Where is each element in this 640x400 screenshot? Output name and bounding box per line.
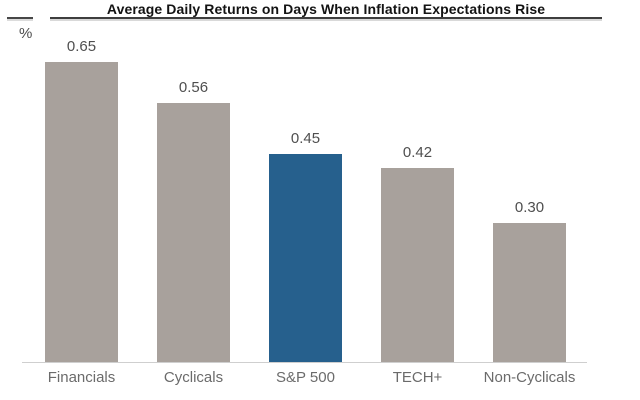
value-label: 0.42 [402,144,433,161]
chart-title: Average Daily Returns on Days When Infla… [106,1,546,17]
bar-group-sp500: 0.45 S&P 500 [269,0,342,385]
category-label-cyclicals: Cyclicals [163,369,224,386]
bar-group-tech-plus: 0.42 TECH+ [381,0,454,385]
title-underline [50,17,602,19]
category-label-financials: Financials [47,369,116,386]
top-left-dash [7,17,33,19]
bar-sp500 [269,154,342,362]
category-label-non-cyclicals: Non-Cyclicals [483,369,576,386]
bar-financials [45,62,118,362]
value-label: 0.56 [178,79,209,96]
category-label-sp500: S&P 500 [276,369,335,386]
value-label: 0.45 [290,130,321,147]
value-label: 0.65 [66,38,97,55]
x-axis-line [22,362,587,363]
category-label-tech-plus: TECH+ [392,369,443,386]
bar-cyclicals [157,103,230,362]
bar-group-non-cyclicals: 0.30 Non-Cyclicals [484,0,576,385]
y-axis-unit-label: % [19,25,33,42]
value-label: 0.30 [514,199,545,216]
bar-group-financials: 0.65 Financials [45,0,118,385]
bar-non-cyclicals [493,223,566,362]
plot-area: 0.65 Financials 0.56 Cyclicals 0.45 S&P … [45,0,576,385]
bar-tech-plus [381,168,454,362]
bar-group-cyclicals: 0.56 Cyclicals [157,0,230,385]
